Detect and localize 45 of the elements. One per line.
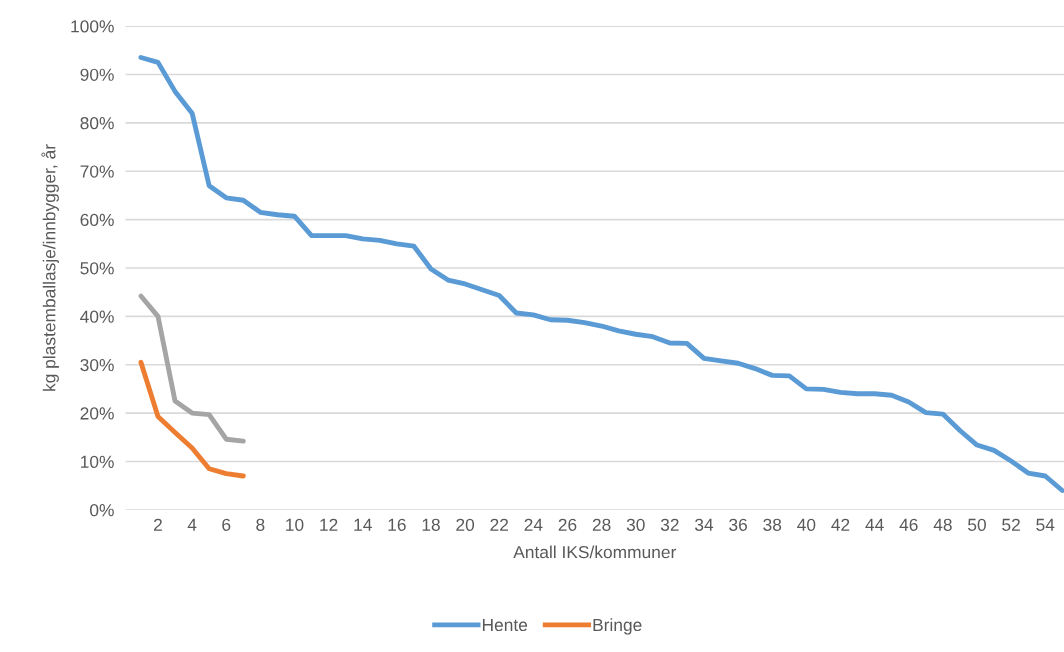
x-tick-label: 26 — [558, 518, 577, 531]
y-tick-label: 100% — [71, 20, 114, 33]
line-series — [138, 359, 246, 479]
y-tick-label: 90% — [80, 68, 114, 81]
line-series — [138, 55, 1064, 493]
x-tick-label: 54 — [1036, 518, 1055, 531]
legend-label: Hente — [482, 618, 528, 632]
y-tick-label: 20% — [80, 407, 114, 420]
y-tick-label: 60% — [80, 213, 114, 227]
x-axis-title: Antall IKS/kommuner — [513, 545, 677, 559]
x-tick-label: 8 — [256, 518, 265, 531]
x-tick-label: 18 — [422, 518, 440, 531]
x-tick-label: 30 — [626, 518, 645, 531]
x-tick-label: 52 — [1002, 518, 1020, 531]
x-tick-label: 6 — [222, 518, 231, 531]
x-tick-label: 48 — [933, 518, 952, 531]
line-series — [138, 293, 246, 444]
x-tick-label: 28 — [592, 518, 611, 531]
x-tick-label: 36 — [729, 518, 747, 531]
y-tick-label: 0% — [90, 504, 114, 517]
x-tick-label: 46 — [899, 518, 918, 531]
x-tick-label: 38 — [763, 518, 782, 531]
x-tick-label: 20 — [456, 518, 475, 531]
x-tick-label: 12 — [320, 518, 338, 531]
x-tick-label: 40 — [797, 518, 816, 531]
legend-label: Bringe — [593, 618, 642, 635]
x-tick-label: 14 — [354, 518, 372, 531]
x-tick-label: 4 — [187, 518, 197, 531]
x-tick-label: 10 — [286, 518, 304, 531]
y-tick-label: 10% — [81, 455, 114, 468]
y-tick-label: 70% — [80, 165, 114, 178]
x-tick-label: 42 — [831, 518, 850, 531]
x-tick-label: 44 — [865, 518, 884, 531]
x-tick-label: 2 — [154, 518, 162, 531]
x-tick-label: 32 — [660, 518, 679, 531]
y-tick-label: 80% — [80, 117, 114, 130]
x-tick-label: 24 — [524, 518, 543, 531]
x-tick-label: 16 — [388, 518, 406, 531]
x-tick-label: 34 — [694, 518, 714, 531]
y-tick-label: 40% — [80, 310, 114, 323]
y-tick-label: 30% — [80, 358, 114, 372]
x-tick-label: 50 — [968, 518, 986, 531]
x-tick-label: 22 — [490, 518, 509, 531]
y-tick-label: 50% — [80, 262, 114, 275]
y-axis-title: kg plastemballasje/innbygger, år — [41, 144, 59, 391]
